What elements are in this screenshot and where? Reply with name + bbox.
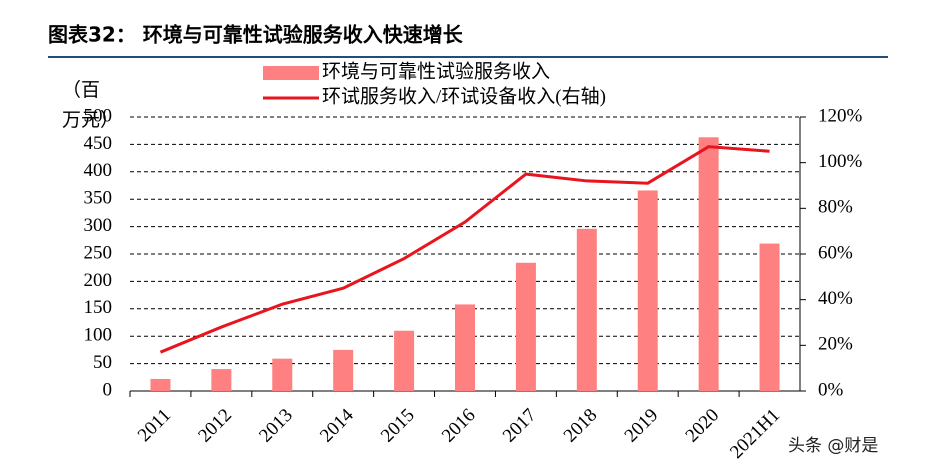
y2-tick-label: 20% — [818, 334, 853, 355]
x-tick-label: 2020 — [682, 405, 724, 447]
y-tick-label: 300 — [84, 215, 113, 236]
line — [159, 145, 770, 354]
watermark: 头条 @财是 — [788, 436, 878, 456]
x-tick-label: 2015 — [377, 405, 419, 447]
bar — [272, 358, 293, 391]
x-tick-label: 2018 — [560, 405, 602, 447]
y2-tick-label: 40% — [818, 288, 853, 309]
y-tick-label: 0 — [103, 379, 113, 400]
x-tick-label: 2019 — [621, 405, 663, 447]
x-tick-label: 2021H1 — [726, 405, 784, 463]
y-tick-label: 150 — [84, 297, 113, 318]
chart-title: 图表32： 环境与可靠性试验服务收入快速增长 — [48, 23, 464, 47]
x-tick-label: 2012 — [194, 405, 236, 447]
y-tick-label: 200 — [84, 270, 113, 291]
bar — [576, 228, 597, 391]
bar — [637, 190, 658, 391]
y-axis-label: （百万元） — [62, 80, 120, 131]
x-tick-label: 2016 — [438, 405, 480, 447]
bar — [455, 304, 475, 391]
y-tick-label: 50 — [93, 352, 112, 373]
legend-label: 环试服务收入/环试设备收入(右轴) — [322, 85, 606, 107]
x-tick-label: 2011 — [134, 405, 175, 446]
x-tick-label: 2014 — [316, 404, 358, 446]
y-tick-label: 350 — [84, 188, 113, 209]
legend-swatch — [263, 66, 319, 80]
x-tick-label: 2017 — [499, 405, 541, 447]
bar — [515, 262, 536, 391]
bar — [150, 378, 171, 391]
bar — [698, 137, 719, 391]
y2-tick-label: 120% — [818, 105, 863, 126]
y2-tick-label: 0% — [818, 379, 844, 400]
bar — [759, 243, 780, 391]
y-tick-label: 450 — [84, 133, 113, 154]
bar — [394, 330, 415, 391]
y-tick-label: 400 — [84, 160, 113, 181]
y-tick-label: 500 — [84, 105, 113, 126]
legend-label: 环境与可靠性试验服务收入 — [322, 60, 550, 82]
bar — [333, 349, 354, 391]
y-tick-label: 100 — [84, 325, 113, 346]
y2-tick-label: 100% — [818, 151, 863, 172]
y2-tick-label: 60% — [818, 242, 853, 263]
y-tick-label: 250 — [84, 242, 113, 263]
bar — [211, 369, 232, 391]
y2-tick-label: 80% — [818, 197, 853, 218]
x-tick-label: 2013 — [255, 405, 297, 447]
